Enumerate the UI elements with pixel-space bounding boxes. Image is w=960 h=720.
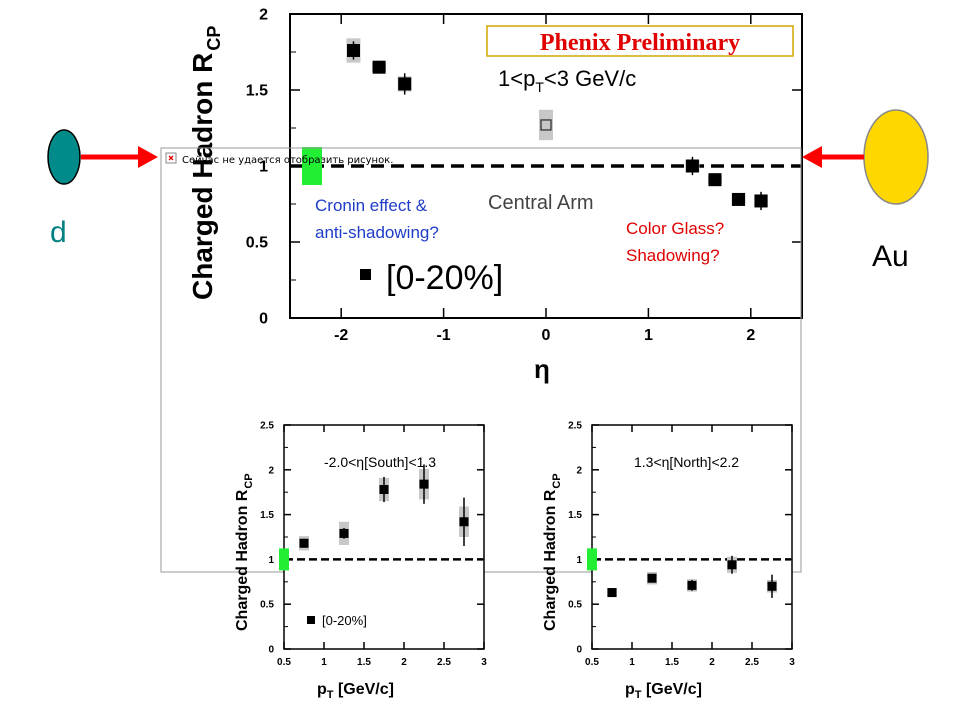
data-point [727, 560, 737, 570]
data-point [708, 173, 722, 187]
normalization-uncertainty-box [279, 548, 289, 571]
broken-image-alt-text: Сейчас не удается отобразить рисунок. [182, 155, 393, 166]
gold-label: Au [872, 240, 909, 273]
x-tick-label: 2.5 [745, 657, 759, 668]
data-point [339, 528, 349, 538]
south-legend-label: [0-20%] [322, 613, 367, 628]
x-tick-label: 0 [542, 327, 551, 344]
data-point [754, 194, 768, 208]
banner-text: Phenix Preliminary [540, 30, 740, 56]
south-legend-marker [307, 616, 315, 624]
cgc-annotation-line2: Shadowing? [626, 246, 720, 265]
x-tick-label: 3 [789, 657, 795, 668]
north-x-ticks: 0.5 1 1.5 2 2.5 3 [585, 425, 795, 668]
south-x-axis-title: pT [GeV/c] [317, 681, 394, 701]
y-tick-label: 1.5 [246, 83, 268, 100]
y-tick-label: 0.5 [568, 600, 582, 611]
cgc-annotation-line1: Color Glass? [626, 219, 724, 238]
x-tick-label: 2 [401, 657, 407, 668]
north-pt-chart: 00.511.522.5 0.5 1 1.5 2 2.5 3 Charged Hadron… [542, 421, 795, 702]
x-tick-label: 1.5 [665, 657, 679, 668]
data-point [299, 538, 309, 548]
y-tick-label: 2 [259, 7, 268, 24]
y-tick-label: 1 [259, 159, 268, 176]
y-tick-label: 1.5 [568, 510, 582, 521]
deuteron-arrow-head-icon [138, 146, 158, 168]
data-point [372, 60, 386, 74]
y-tick-label: 1.5 [260, 510, 274, 521]
data-point [398, 77, 412, 91]
gold-arrow-head-icon [802, 146, 822, 168]
x-tick-label: 1 [644, 327, 653, 344]
banner-box [486, 25, 794, 57]
deuteron-nucleus-icon [47, 129, 81, 185]
x-tick-label: 2.5 [437, 657, 451, 668]
x-tick-label: 1 [629, 657, 635, 668]
south-pt-chart: 00.511.522.5 0.5 1 1.5 2 2.5 3 Charged Hadron… [234, 421, 487, 702]
y-tick-label: 2 [268, 465, 274, 476]
cronin-annotation-line1: Cronin effect & [315, 196, 428, 215]
main-data-marks [291, 38, 801, 211]
data-point [419, 479, 429, 489]
north-x-axis-title: pT [GeV/c] [625, 681, 702, 701]
south-eta-range-label: -2.0<η[South]<1.3 [324, 454, 436, 470]
data-point [647, 573, 657, 583]
y-tick-label: 0 [268, 645, 274, 656]
y-tick-label: 1 [268, 555, 274, 566]
x-tick-label: 1.5 [357, 657, 371, 668]
y-tick-label: 0 [576, 645, 582, 656]
south-x-ticks: 0.5 1 1.5 2 2.5 3 [277, 425, 487, 668]
y-tick-label: 2.5 [260, 421, 274, 432]
x-tick-label: -2 [334, 327, 348, 344]
north-y-axis-title: Charged Hadron RCP [542, 473, 563, 631]
y-tick-label: 0.5 [246, 235, 268, 252]
normalization-uncertainty-box [302, 147, 322, 185]
collision-graphic: d Au [47, 109, 929, 273]
deuteron-label: d [50, 216, 67, 249]
y-tick-label: 0 [259, 311, 268, 328]
x-tick-label: 0.5 [277, 657, 291, 668]
north-eta-range-label: 1.3<η[North]<2.2 [634, 454, 739, 470]
pt-range-label: 1<pT<3 GeV/c [498, 66, 636, 95]
y-tick-label: 0.5 [260, 600, 274, 611]
open-data-point [540, 119, 552, 131]
x-tick-label: 0.5 [585, 657, 599, 668]
x-tick-label: 2 [746, 327, 755, 344]
y-tick-label: 2.5 [568, 421, 582, 432]
data-point [767, 581, 777, 591]
y-tick-label: 2 [576, 465, 582, 476]
y-tick-label: 1 [576, 555, 582, 566]
phenix-banner: Phenix Preliminary [486, 25, 794, 57]
south-y-ticks: 0 0.5 1 1.5 2 2.5 [260, 421, 484, 656]
south-data-marks [279, 464, 483, 571]
south-y-axis-title: Charged Hadron RCP [234, 473, 255, 631]
main-legend-label: [0-20%] [386, 259, 503, 297]
central-arm-label: Central Arm [488, 192, 594, 214]
north-data-marks [587, 548, 791, 598]
data-point [687, 580, 697, 590]
data-point [607, 588, 617, 598]
x-tick-label: -1 [436, 327, 450, 344]
systematic-error-band [539, 109, 553, 141]
data-point [685, 159, 699, 173]
x-tick-label: 1 [321, 657, 327, 668]
data-point [732, 192, 746, 206]
broken-image-x-glyph [168, 155, 174, 161]
eta-chart: 0 0.5 1 1.5 2 -2 -1 0 1 2 Charged Hadron RCP η 1… [187, 7, 803, 384]
main-legend-marker [360, 269, 371, 280]
main-x-axis-title: η [534, 354, 550, 384]
data-point [346, 43, 360, 57]
data-point [379, 485, 389, 495]
data-point [459, 517, 469, 527]
gold-nucleus-icon [863, 109, 929, 205]
x-tick-label: 3 [481, 657, 487, 668]
cronin-annotation-line2: anti-shadowing? [315, 223, 439, 242]
main-y-axis-title: Charged Hadron RCP [187, 26, 224, 300]
normalization-uncertainty-box [587, 548, 597, 571]
main-x-ticks: -2 -1 0 1 2 [334, 14, 755, 344]
x-tick-label: 2 [709, 657, 715, 668]
